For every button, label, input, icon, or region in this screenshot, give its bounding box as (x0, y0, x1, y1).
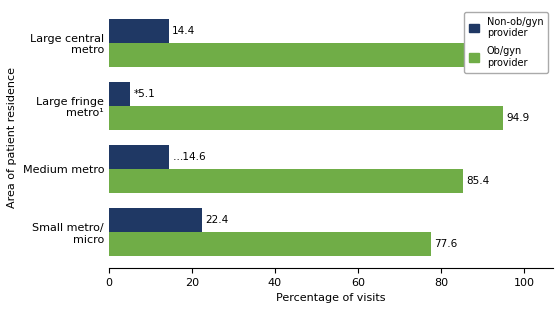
Bar (109, 43, 464, 67)
Text: 85.6: 85.6 (468, 50, 491, 60)
Text: 85.4: 85.4 (466, 176, 490, 186)
Text: *5.1: *5.1 (133, 89, 155, 99)
Y-axis label: Area of patient residence: Area of patient residence (7, 67, 17, 208)
Text: …14.6: …14.6 (173, 152, 207, 162)
Text: 77.6: 77.6 (435, 239, 458, 249)
Bar (109, 232, 431, 256)
X-axis label: Percentage of visits: Percentage of visits (276, 293, 386, 303)
Bar (109, 145, 170, 169)
Text: 22.4: 22.4 (205, 215, 228, 225)
Bar (109, 208, 202, 232)
Text: 14.4: 14.4 (172, 26, 195, 36)
Text: 94.9: 94.9 (506, 113, 529, 123)
Bar (109, 106, 503, 130)
Bar (109, 19, 169, 43)
Legend: Non-ob/gyn
provider, Ob/gyn
provider: Non-ob/gyn provider, Ob/gyn provider (464, 12, 548, 73)
Bar (109, 82, 130, 106)
Bar (109, 169, 463, 193)
